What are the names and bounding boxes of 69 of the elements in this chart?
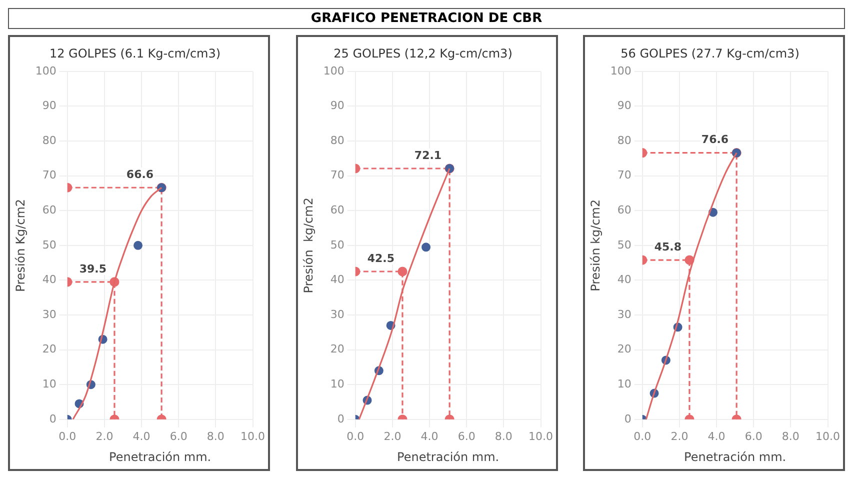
x-tick-label: 8.0 (782, 430, 800, 443)
y-tick-label: 30 (330, 308, 344, 321)
x-tick-label: 4.0 (708, 430, 726, 443)
x-axis-title: Penetración mm. (109, 450, 212, 464)
y-tick-label: 0 (49, 412, 56, 426)
y-tick-label: 60 (330, 203, 344, 216)
data-label: 39.5 (79, 262, 106, 276)
x-axis-title: Penetración mm. (684, 450, 786, 464)
y-tick-label: 40 (42, 273, 56, 286)
data-label: 76.6 (701, 133, 729, 146)
y-tick-label: 70 (330, 168, 344, 182)
y-tick-label: 10 (42, 377, 56, 390)
point (421, 242, 430, 252)
y-tick-label: 60 (617, 203, 632, 216)
y-axis-title: Presión Kg/cm2 (13, 198, 28, 292)
x-tick-label: 0.0 (58, 430, 76, 443)
x-tick-label: 6.0 (170, 430, 188, 443)
y-tick-label: 20 (330, 342, 344, 356)
y-tick-label: 30 (617, 308, 632, 321)
x-tick-label: 4.0 (420, 430, 438, 443)
y-tick-label: 10 (330, 377, 344, 390)
x-tick-label: 10.0 (240, 430, 266, 443)
y-tick-label: 20 (42, 342, 56, 356)
y-tick-label: 0 (624, 412, 632, 426)
y-tick-label: 50 (42, 238, 56, 252)
y-tick-label: 70 (617, 168, 632, 182)
y-tick-label: 80 (617, 134, 632, 147)
y-tick-label: 80 (42, 134, 56, 147)
x-tick-label: 10.0 (816, 430, 840, 443)
chart-title: 56 GOLPES (27.7 Kg-cm/cm3) (620, 46, 800, 60)
chart-title: 12 GOLPES (6.1 Kg-cm/cm3) (49, 46, 221, 60)
y-tick-label: 90 (330, 99, 344, 112)
x-tick-label: 0.0 (346, 430, 364, 443)
x-tick-label: 8.0 (206, 430, 224, 443)
x-tick-label: 10.0 (528, 430, 553, 443)
data-label: 66.6 (126, 168, 154, 181)
y-tick-label: 10 (617, 377, 632, 390)
y-tick-label: 100 (610, 64, 632, 78)
x-axis-title: Penetración mm. (396, 450, 499, 464)
x-tick-label: 2.0 (670, 430, 688, 443)
y-axis-title: Presión kg/cm2 (300, 198, 315, 294)
x-tick-label: 6.0 (744, 430, 762, 443)
y-tick-label: 100 (322, 64, 344, 78)
x-tick-label: 4.0 (132, 430, 150, 443)
y-tick-label: 80 (330, 134, 344, 147)
point (134, 240, 143, 250)
data-label: 45.8 (654, 240, 682, 254)
y-tick-label: 40 (617, 273, 632, 286)
y-tick-label: 90 (42, 99, 56, 112)
y-tick-label: 100 (35, 64, 56, 78)
text: GRAFICO PENETRACION DE CBR (8, 8, 845, 29)
y-tick-label: 30 (42, 308, 56, 321)
data-label: 72.1 (414, 148, 442, 162)
y-tick-label: 50 (330, 238, 344, 252)
x-tick-label: 6.0 (457, 430, 475, 443)
x-tick-label: 2.0 (96, 430, 114, 443)
y-tick-label: 90 (617, 99, 632, 112)
x-tick-label: 2.0 (383, 430, 401, 443)
x-tick-label: 0.0 (634, 430, 652, 443)
x-tick-label: 8.0 (494, 430, 512, 443)
y-tick-label: 0 (336, 412, 344, 426)
y-tick-label: 50 (617, 238, 632, 252)
y-tick-label: 70 (42, 168, 56, 182)
y-tick-label: 40 (330, 273, 344, 286)
chart-title: 25 GOLPES (12,2 Kg-cm/cm3) (333, 46, 512, 60)
y-axis-title: Presión kg/cm2 (588, 199, 602, 292)
data-label: 42.5 (366, 252, 394, 265)
y-tick-label: 20 (617, 342, 632, 356)
y-tick-label: 60 (42, 203, 56, 216)
